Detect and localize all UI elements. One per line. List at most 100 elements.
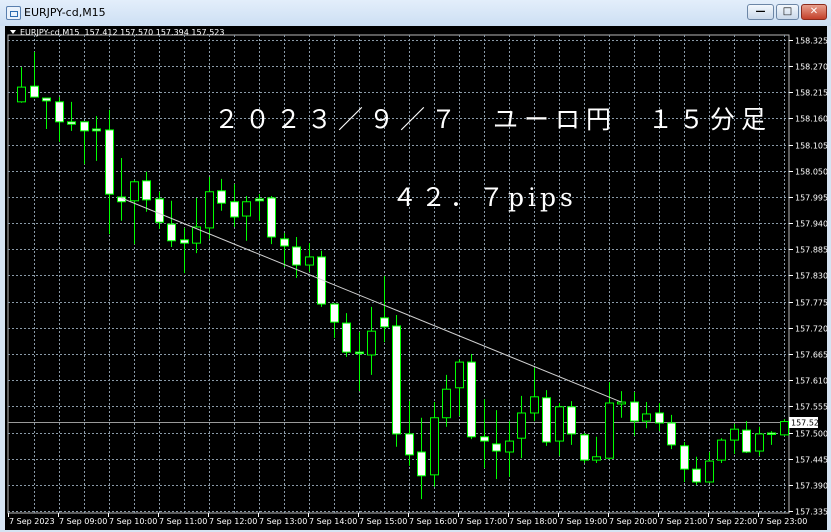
- candle[interactable]: [130, 179, 139, 245]
- candle[interactable]: [192, 197, 201, 254]
- candle-body-bullish: [130, 181, 139, 202]
- candle[interactable]: [267, 196, 276, 245]
- candle[interactable]: [330, 303, 339, 338]
- y-tick-label: 157.390: [795, 482, 828, 491]
- minimize-button[interactable]: —: [747, 4, 774, 20]
- x-tick-label: 7 Sep 22:00: [709, 517, 757, 526]
- candle[interactable]: [167, 200, 176, 247]
- candle[interactable]: [80, 121, 89, 165]
- candle[interactable]: [755, 426, 764, 456]
- candle[interactable]: [455, 359, 464, 416]
- candle[interactable]: [180, 227, 189, 274]
- candle[interactable]: [505, 421, 514, 477]
- y-tick-label: 157.500: [795, 430, 828, 439]
- candle-body-bearish: [142, 180, 151, 201]
- window-title-bar[interactable]: EURJPY-cd,M15 — □ ✕: [0, 0, 831, 26]
- candle[interactable]: [717, 438, 726, 463]
- candle[interactable]: [480, 399, 489, 469]
- candle[interactable]: [692, 456, 701, 485]
- candle[interactable]: [517, 395, 526, 459]
- candle[interactable]: [767, 431, 776, 445]
- candle[interactable]: [155, 191, 164, 229]
- candle[interactable]: [617, 391, 626, 418]
- candle[interactable]: [230, 184, 239, 227]
- annotation-pips[interactable]: ４２．７pips: [392, 183, 577, 212]
- candle[interactable]: [742, 421, 751, 453]
- candle[interactable]: [680, 442, 689, 482]
- candle[interactable]: [605, 382, 614, 460]
- candle-body-bearish: [567, 406, 576, 435]
- y-tick-label: 157.940: [795, 220, 828, 229]
- candle[interactable]: [667, 414, 676, 450]
- y-tick-label: 158.325: [795, 37, 828, 46]
- candle[interactable]: [580, 432, 589, 463]
- candle[interactable]: [430, 402, 439, 487]
- y-tick-label: 158.050: [795, 168, 828, 177]
- candle[interactable]: [642, 402, 651, 429]
- candle[interactable]: [255, 194, 264, 221]
- candle-body-bullish: [605, 402, 614, 459]
- candle[interactable]: [417, 417, 426, 500]
- candle-body-bullish: [430, 417, 439, 476]
- candle[interactable]: [392, 314, 401, 447]
- candle[interactable]: [530, 367, 539, 422]
- y-tick-label: 157.775: [795, 299, 828, 308]
- candle[interactable]: [92, 116, 101, 161]
- candle-body-bearish: [330, 303, 339, 323]
- candle[interactable]: [142, 171, 151, 212]
- trendline[interactable]: [121, 197, 622, 403]
- candle[interactable]: [655, 403, 664, 432]
- candle[interactable]: [17, 67, 26, 103]
- candle[interactable]: [342, 313, 351, 357]
- candle-body-bearish: [167, 223, 176, 242]
- candle[interactable]: [380, 275, 389, 343]
- candle-body-bullish: [17, 86, 26, 103]
- candle[interactable]: [442, 374, 451, 427]
- candle[interactable]: [555, 403, 564, 456]
- y-tick-label: 158.105: [795, 142, 828, 151]
- candle[interactable]: [405, 401, 414, 466]
- candle[interactable]: [567, 401, 576, 445]
- candle[interactable]: [42, 97, 51, 129]
- candle[interactable]: [730, 423, 739, 454]
- candle[interactable]: [367, 306, 376, 375]
- candle[interactable]: [280, 233, 289, 267]
- candle[interactable]: [105, 109, 114, 235]
- candle[interactable]: [292, 236, 301, 278]
- minimize-icon: —: [755, 6, 766, 17]
- candle-body-bearish: [655, 412, 664, 424]
- x-tick-label: 7 Sep 12:00: [209, 517, 257, 526]
- candle[interactable]: [467, 354, 476, 440]
- candle[interactable]: [630, 392, 639, 436]
- candle[interactable]: [205, 177, 214, 239]
- candle[interactable]: [492, 410, 501, 480]
- candle[interactable]: [55, 97, 64, 142]
- candle[interactable]: [542, 390, 551, 446]
- candle[interactable]: [242, 196, 251, 241]
- candle[interactable]: [780, 419, 789, 436]
- candle-body-bullish: [455, 361, 464, 389]
- close-button[interactable]: ✕: [801, 4, 827, 20]
- maximize-button[interactable]: □: [776, 4, 799, 20]
- candle-body-bullish: [642, 413, 651, 422]
- candle[interactable]: [355, 332, 364, 392]
- candle[interactable]: [117, 157, 126, 221]
- candle-body-bullish: [505, 440, 514, 453]
- candle[interactable]: [217, 178, 226, 211]
- candle[interactable]: [305, 243, 314, 272]
- candle-body-bearish: [292, 246, 301, 266]
- candle-body-bearish: [680, 445, 689, 470]
- y-tick-label: 157.610: [795, 377, 828, 386]
- candle[interactable]: [317, 250, 326, 307]
- dropdown-triangle-icon[interactable]: [10, 30, 16, 34]
- candle[interactable]: [592, 436, 601, 463]
- chart-area[interactable]: [5, 26, 827, 530]
- candle-body-bearish: [155, 198, 164, 223]
- candle[interactable]: [30, 51, 39, 98]
- annotation-title[interactable]: ２０２３／９／７ ユーロ円 １５分足: [214, 105, 773, 134]
- candle-body-bullish: [367, 330, 376, 356]
- candle[interactable]: [705, 452, 714, 483]
- candle-body-bearish: [492, 443, 501, 452]
- candle[interactable]: [67, 101, 76, 131]
